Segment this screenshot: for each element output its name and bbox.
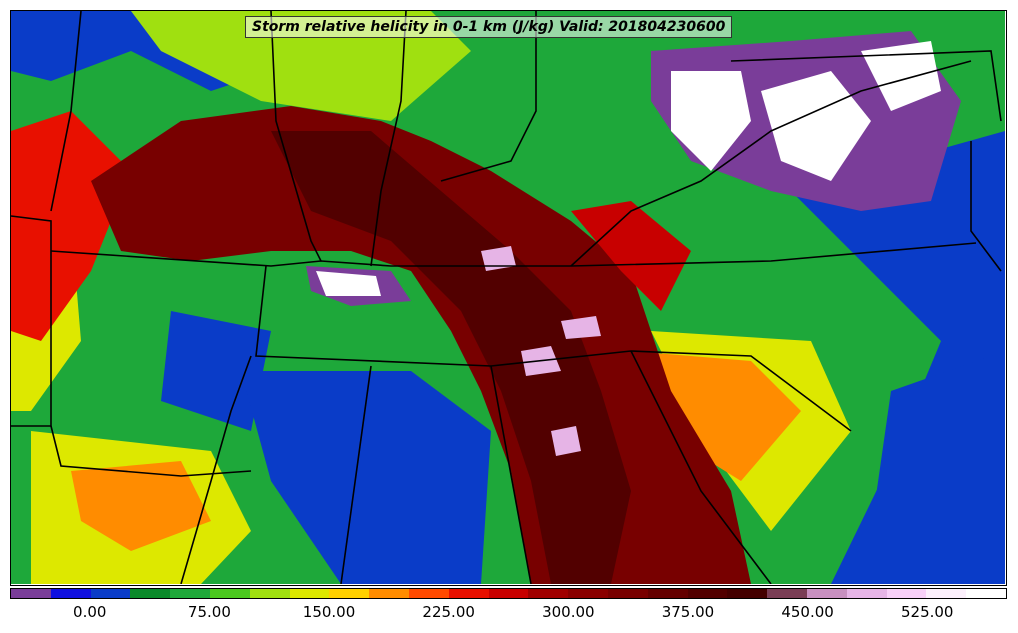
colorbar-swatch	[130, 589, 171, 598]
boundary-line-2	[11, 215, 52, 427]
map-canvas	[11, 11, 1005, 584]
colorbar-swatch	[687, 589, 728, 598]
field-orange-southwest	[71, 461, 211, 551]
colorbar-swatch	[11, 589, 51, 598]
colorbar-swatch	[369, 589, 409, 598]
colorbar-tick-label: 225.00	[422, 603, 475, 621]
colorbar-tick-label: 525.00	[900, 603, 954, 621]
field-white-northeast-3	[861, 41, 941, 111]
colorbar-swatch	[329, 589, 370, 598]
map-title: Storm relative helicity in 0-1 km (J/kg)…	[245, 16, 733, 38]
field-darkred-core	[271, 131, 631, 584]
boundary-line-15	[970, 141, 1002, 272]
colorbar-swatch	[170, 589, 210, 598]
colorbar-swatch	[289, 589, 330, 598]
colorbar-swatch	[886, 589, 927, 598]
boundary-line-8	[630, 350, 772, 584]
boundary-line-9	[370, 11, 407, 267]
boundary-line-7	[490, 365, 532, 584]
field-pink-spot-4	[561, 316, 601, 339]
field-blue-midsouth	[241, 371, 491, 584]
field-pink-spot-1	[481, 246, 516, 271]
colorbar-swatch	[528, 589, 569, 598]
boundary-line-4	[255, 265, 852, 432]
boundary-line-1	[50, 11, 82, 212]
field-white-northeast-1	[671, 71, 751, 171]
field-red-edge-east	[571, 201, 691, 311]
colorbar-swatch	[767, 589, 807, 598]
colorbar-swatch	[806, 589, 847, 598]
boundary-line-14	[180, 355, 252, 584]
field-orange-southeast	[631, 351, 801, 481]
colorbar-tick-label: 75.00	[187, 603, 231, 621]
colorbar-swatch	[727, 589, 768, 598]
colorbar-swatch	[209, 589, 250, 598]
colorbar-tick-label: 375.00	[661, 603, 715, 621]
colorbar-swatch	[607, 589, 648, 598]
colorbar-swatch	[50, 589, 91, 598]
field-blue-west	[161, 311, 271, 431]
field-white-west	[316, 271, 381, 296]
boundary-line-3	[50, 242, 977, 267]
colorbar-swatch	[408, 589, 449, 598]
colorbar-swatch	[926, 589, 967, 598]
colorbar-swatch	[448, 589, 489, 598]
field-blue-east-coast	[871, 351, 1005, 531]
colorbar-swatch	[90, 589, 131, 598]
boundary-line-13	[570, 60, 972, 267]
colorbar-swatch	[249, 589, 290, 598]
boundary-line-12	[730, 50, 1002, 122]
colorbar-swatch	[846, 589, 887, 598]
boundary-line-11	[270, 11, 322, 262]
colorbar-tick-label: 450.00	[781, 603, 834, 621]
colorbar-swatch	[488, 589, 529, 598]
field-yellow-north	[131, 11, 471, 121]
colorbar	[10, 588, 1007, 599]
colorbar-tick-label: 300.00	[542, 603, 595, 621]
colorbar-swatch	[568, 589, 608, 598]
field-pink-spot-3	[551, 426, 581, 456]
colorbar-labels: 0.00 75.00 150.00 225.00 300.00 375.00 450.00 5…	[10, 603, 1007, 623]
colorbar-tick-label: 150.00	[302, 603, 356, 621]
helicity-map	[10, 10, 1007, 586]
field-red-west	[11, 111, 131, 341]
state-boundaries	[11, 11, 1002, 584]
colorbar-swatch	[647, 589, 688, 598]
boundary-line-5	[50, 425, 252, 477]
boundary-line-6	[340, 365, 372, 584]
colorbar-tick-label: 0.00	[73, 603, 107, 621]
colorbar-swatch	[966, 589, 1006, 598]
boundary-line-10	[440, 11, 537, 182]
